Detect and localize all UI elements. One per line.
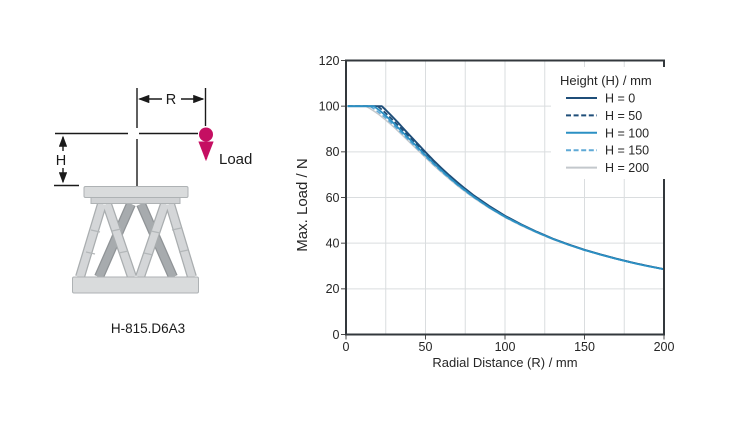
y-tick-label: 60	[326, 191, 340, 205]
hexapod-top-platform	[83, 186, 189, 198]
legend-items: H = 0 H = 50 H = 100 H = 150 H = 200	[566, 92, 649, 175]
chart-curves	[347, 105, 665, 271]
load-point-dot	[199, 127, 213, 142]
y-tick-label: 100	[319, 99, 340, 113]
x-tick-label: 50	[419, 340, 433, 354]
y-tick-label: 40	[326, 236, 340, 250]
load-label: Load	[219, 151, 252, 168]
model-label: H-815.D6A3	[111, 321, 185, 336]
y-tick-label: 120	[319, 54, 340, 68]
curve-h100	[347, 105, 665, 271]
dim-h-label: H	[56, 153, 66, 169]
axis-ticks	[341, 60, 665, 340]
y-tick-label: 80	[326, 145, 340, 159]
hexapod-base-plate	[72, 276, 199, 294]
hexapod-top-underside	[90, 197, 181, 204]
legend-entry-label: H = 200	[605, 161, 649, 175]
legend-background	[551, 67, 709, 179]
y-tick-label: 0	[333, 328, 340, 342]
legend-entry-label: H = 150	[605, 144, 649, 158]
load-chart: 0 50 100 150 200 0 20 40 60 80 100 120 Radial Dista…	[294, 54, 709, 370]
x-tick-label: 200	[654, 340, 675, 354]
x-axis-title: Radial Distance (R) / mm	[432, 355, 577, 370]
chart-gridlines	[346, 60, 664, 335]
y-tick-label: 20	[326, 282, 340, 296]
dimension-extension-lines	[54, 88, 207, 187]
strut-joints	[85, 227, 189, 256]
legend-entry-label: H = 0	[605, 92, 635, 106]
y-axis-title: Max. Load / N	[294, 158, 311, 251]
hexapod-body	[72, 186, 199, 294]
chart-legend: Height (H) / mm H = 0 H = 50 H = 100 H = 15…	[551, 67, 709, 179]
legend-entry-label: H = 50	[605, 109, 642, 123]
plot-border	[345, 59, 665, 336]
axis-tick-labels: 0 50 100 150 200 0 20 40 60 80 100 120	[319, 54, 675, 354]
x-tick-label: 150	[574, 340, 595, 354]
legend-entry-label: H = 100	[605, 126, 649, 140]
x-tick-label: 0	[343, 340, 350, 354]
hexapod-front-struts	[75, 202, 197, 279]
dim-r-label: R	[166, 92, 176, 108]
legend-title: Height (H) / mm	[560, 73, 652, 88]
hexapod-diagram: R H Load H-815.D6A3	[54, 88, 252, 336]
x-tick-label: 100	[495, 340, 516, 354]
